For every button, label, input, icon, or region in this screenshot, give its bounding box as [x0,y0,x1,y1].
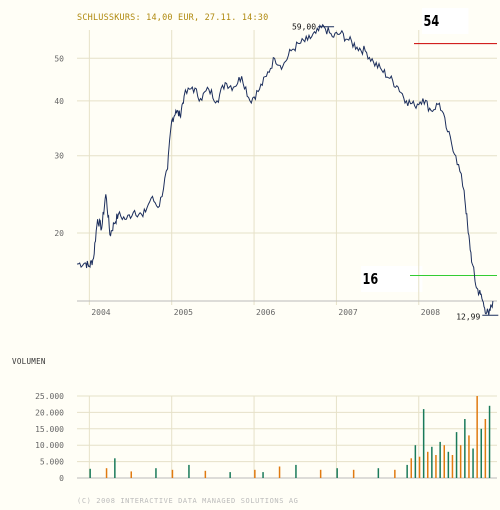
volume-bar [89,468,91,478]
volume-bar [414,445,417,478]
volume-bar [468,435,470,478]
volume-bar [418,456,421,478]
chart-header: SCHLUSSKURS: 14,00 EUR, 27.11. 14:30 [77,13,269,23]
x-tick-label: 2005 [174,308,193,317]
volume-bar [451,455,454,478]
volume-bar [352,469,355,478]
volume-bar [105,468,108,478]
volume-bar [188,464,190,478]
price-line [76,23,494,316]
x-tick-label: 2006 [256,308,275,317]
volume-y-tick-label: 15.000 [35,425,64,434]
volume-bar [377,468,380,478]
y-tick-label: 20 [54,229,64,238]
annotation-label: 12,99 [456,312,480,321]
low-marker-label: 16 [361,266,423,292]
volume-bar [278,466,281,478]
high-marker-label: 54 [422,8,469,34]
volume-bar [254,469,256,478]
volume-bar [229,472,231,478]
volume-y-tick-label: 5.000 [40,458,64,467]
volume-bar [464,419,466,478]
y-tick-label: 50 [54,54,64,63]
volume-bar [476,396,478,478]
x-tick-label: 2007 [338,308,357,317]
copyright: (C) 2008 INTERACTIVE DATA MANAGED SOLUTI… [77,497,299,505]
volume-bar [336,468,338,478]
volume-bar [130,471,132,478]
volume-bar [484,419,487,478]
y-tick-label: 40 [54,97,64,106]
volume-y-tick-label: 20.000 [35,408,64,417]
annotation-label: 59,00 [292,23,316,32]
volume-y-tick-label: 0 [59,474,64,483]
x-tick-label: 2008 [421,308,440,317]
volume-bar [435,455,437,478]
volume-bar [406,464,408,478]
volume-bar [319,469,322,478]
volume-bar [410,458,412,478]
volume-bar [455,432,458,478]
volume-bar [472,448,474,478]
volume-bar [459,445,462,478]
volume-y-tick-label: 10.000 [35,441,64,450]
volume-y-tick-label: 25.000 [35,392,64,401]
x-tick-label: 2004 [91,308,110,317]
volume-bar [488,405,491,478]
volume-bar [394,469,396,478]
volume-bar [443,445,445,478]
volume-bar [171,469,174,478]
volume-title: VOLUMEN [12,357,46,366]
volume-bar [480,428,482,478]
volume-bar [427,451,429,478]
volume-bar [204,470,207,478]
volume-bar [114,458,116,478]
volume-bar [439,441,441,478]
volume-bar [447,451,450,478]
volume-bar [431,446,433,478]
volume-bar [262,472,264,478]
volume-bar [422,409,425,478]
y-tick-label: 30 [54,152,64,161]
volume-bar [155,468,157,478]
volume-bar [295,464,297,478]
